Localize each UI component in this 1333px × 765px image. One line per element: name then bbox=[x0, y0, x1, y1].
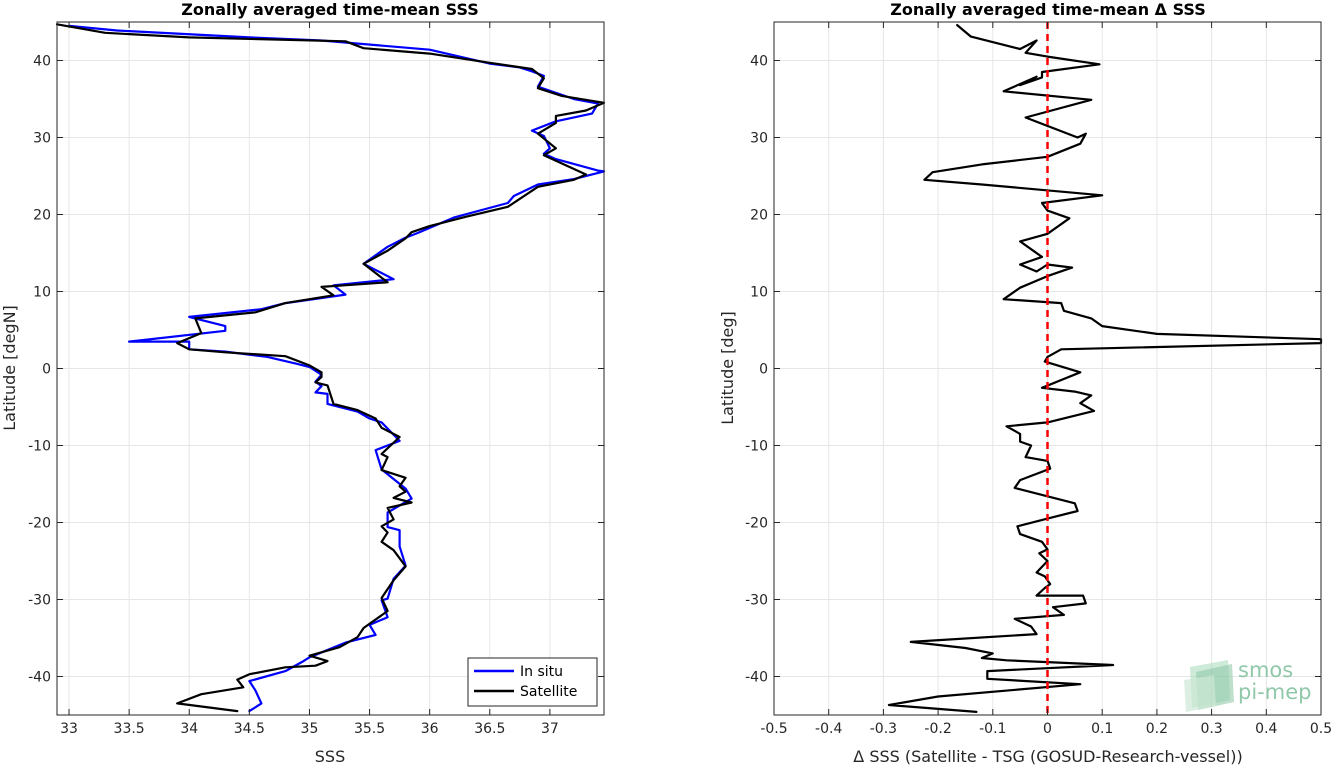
left-y-tick-label: 0 bbox=[42, 362, 51, 378]
left-ticks: 33 33.5 34 34.5 35 35.5 36 36.5 37 40 30 20 10 0 -10 -2… bbox=[28, 22, 604, 737]
left-x-tick-label: 34 bbox=[180, 721, 198, 737]
left-y-axis-label: Latitude [degN] bbox=[0, 305, 19, 431]
legend-label-in-situ: In situ bbox=[520, 664, 563, 680]
right-x-tick-label: 0.5 bbox=[1310, 721, 1332, 737]
logo-line-2: pi-mep bbox=[1238, 680, 1311, 704]
left-x-tick-label: 33 bbox=[60, 721, 78, 737]
right-x-tick-label: 0.1 bbox=[1091, 721, 1113, 737]
right-x-tick-label: 0 bbox=[1043, 721, 1052, 737]
right-x-axis-label: Δ SSS (Satellite - TSG (GOSUD-Research-v… bbox=[853, 747, 1242, 765]
left-y-tick-label: 30 bbox=[33, 131, 51, 147]
right-x-tick-label: -0.1 bbox=[979, 721, 1006, 737]
right-y-tick-label: -10 bbox=[745, 439, 768, 455]
series-line-satellite bbox=[55, 23, 606, 713]
left-y-tick-label: -10 bbox=[28, 439, 51, 455]
left-panel: 33 33.5 34 34.5 35 35.5 36 36.5 37 40 30 20 10 0 -10 -2… bbox=[0, 0, 606, 765]
right-y-tick-label: 30 bbox=[750, 131, 768, 147]
right-y-tick-label: -20 bbox=[745, 516, 768, 532]
left-x-tick-label: 36.5 bbox=[474, 721, 505, 737]
left-x-tick-label: 35 bbox=[301, 721, 319, 737]
left-y-tick-label: -30 bbox=[28, 593, 51, 609]
left-x-tick-label: 36 bbox=[421, 721, 439, 737]
left-x-axis-label: SSS bbox=[315, 747, 345, 765]
left-series-group bbox=[55, 23, 606, 713]
left-y-tick-label: -20 bbox=[28, 516, 51, 532]
right-panel: -0.5 -0.4 -0.3 -0.2 -0.1 0 0.1 0.2 0.3 0.4 0.5 40 30… bbox=[718, 0, 1332, 765]
legend: In situ Satellite bbox=[467, 657, 598, 707]
legend-box bbox=[467, 657, 598, 707]
left-chart-title: Zonally averaged time-mean SSS bbox=[181, 0, 479, 19]
left-y-tick-label: 40 bbox=[33, 54, 51, 70]
right-x-tick-label: -0.5 bbox=[760, 721, 787, 737]
right-y-tick-label: -30 bbox=[745, 593, 768, 609]
right-x-tick-label: -0.2 bbox=[924, 721, 951, 737]
right-y-tick-label: -40 bbox=[745, 670, 768, 686]
left-y-tick-label: 20 bbox=[33, 208, 51, 224]
smos-pi-mep-logo: smos pi-mep bbox=[1184, 658, 1311, 712]
left-y-tick-label: 10 bbox=[33, 285, 51, 301]
right-y-tick-label: 40 bbox=[750, 54, 768, 70]
right-y-tick-label: 0 bbox=[759, 362, 768, 378]
right-x-tick-label: 0.3 bbox=[1200, 721, 1222, 737]
legend-label-satellite: Satellite bbox=[520, 684, 577, 700]
logo-line-1: smos bbox=[1238, 658, 1293, 682]
right-chart-title: Zonally averaged time-mean Δ SSS bbox=[890, 0, 1206, 19]
left-x-tick-label: 37 bbox=[541, 721, 559, 737]
left-x-tick-label: 34.5 bbox=[234, 721, 265, 737]
right-ticks: -0.5 -0.4 -0.3 -0.2 -0.1 0 0.1 0.2 0.3 0.4 0.5 40 30… bbox=[745, 22, 1332, 737]
right-x-tick-label: -0.3 bbox=[870, 721, 897, 737]
left-gridlines bbox=[57, 22, 604, 715]
right-y-tick-label: 20 bbox=[750, 208, 768, 224]
right-x-tick-label: -0.4 bbox=[815, 721, 842, 737]
series-line-delta-sss bbox=[887, 24, 1323, 714]
right-x-tick-label: 0.2 bbox=[1146, 721, 1168, 737]
right-y-tick-label: 10 bbox=[750, 285, 768, 301]
right-series-group bbox=[887, 22, 1323, 715]
right-x-tick-label: 0.4 bbox=[1255, 721, 1277, 737]
right-y-axis-label: Latitude [deg] bbox=[718, 311, 737, 425]
logo-emblem bbox=[1184, 660, 1234, 712]
left-x-tick-label: 33.5 bbox=[114, 721, 145, 737]
left-y-tick-label: -40 bbox=[28, 670, 51, 686]
left-x-tick-label: 35.5 bbox=[354, 721, 385, 737]
